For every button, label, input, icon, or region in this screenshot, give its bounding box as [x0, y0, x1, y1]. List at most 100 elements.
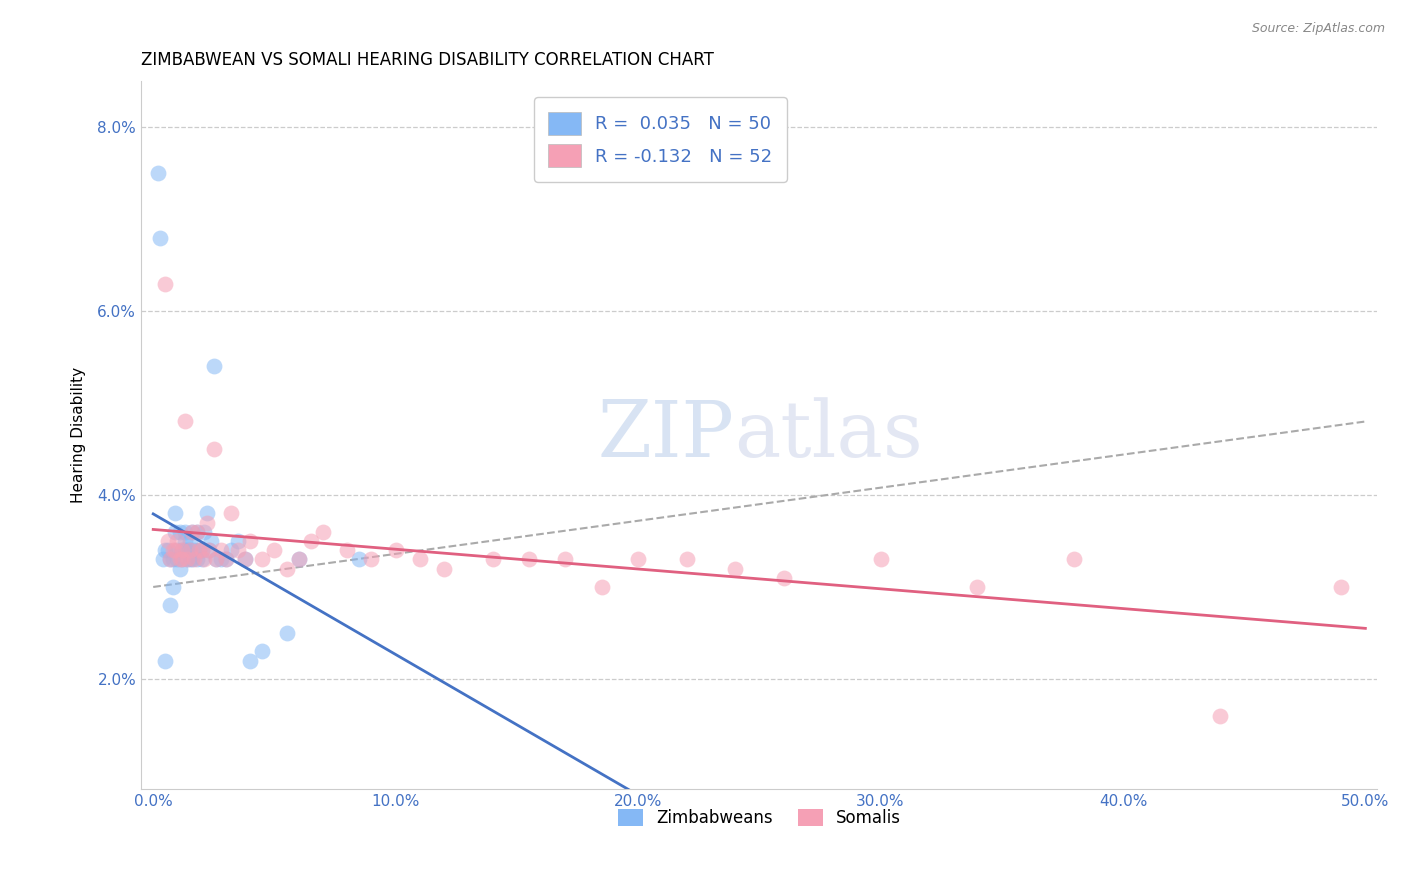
- Point: [772, 571, 794, 585]
- Point: [276, 561, 298, 575]
- Point: [263, 543, 285, 558]
- Point: [219, 507, 242, 521]
- Point: [155, 277, 177, 291]
- Point: [276, 626, 298, 640]
- Point: [252, 552, 274, 566]
- Point: [219, 543, 242, 558]
- Text: atlas: atlas: [734, 397, 924, 473]
- Point: [183, 552, 205, 566]
- Y-axis label: Hearing Disability: Hearing Disability: [72, 368, 86, 503]
- Point: [349, 552, 371, 566]
- Point: [155, 543, 177, 558]
- Point: [1330, 580, 1353, 594]
- Point: [169, 524, 191, 539]
- Point: [202, 442, 225, 456]
- Point: [179, 543, 201, 558]
- Point: [181, 524, 204, 539]
- Point: [205, 552, 228, 566]
- Point: [724, 561, 747, 575]
- Point: [173, 415, 195, 429]
- Point: [186, 524, 208, 539]
- Point: [173, 534, 195, 549]
- Point: [252, 644, 274, 658]
- Point: [155, 653, 177, 667]
- Point: [481, 552, 503, 566]
- Point: [200, 534, 222, 549]
- Point: [195, 516, 218, 530]
- Point: [233, 552, 256, 566]
- Point: [159, 599, 181, 613]
- Point: [186, 524, 208, 539]
- Point: [517, 552, 540, 566]
- Point: [162, 580, 184, 594]
- Text: ZIP: ZIP: [598, 397, 734, 473]
- Point: [176, 552, 198, 566]
- Point: [287, 552, 309, 566]
- Point: [172, 552, 194, 566]
- Point: [166, 543, 188, 558]
- Point: [163, 524, 186, 539]
- Point: [190, 543, 212, 558]
- Point: [159, 552, 181, 566]
- Point: [172, 552, 194, 566]
- Point: [409, 552, 432, 566]
- Point: [181, 552, 204, 566]
- Point: [186, 552, 208, 566]
- Point: [176, 543, 198, 558]
- Point: [205, 552, 228, 566]
- Point: [193, 524, 215, 539]
- Point: [554, 552, 576, 566]
- Point: [198, 543, 221, 558]
- Point: [591, 580, 613, 594]
- Point: [163, 507, 186, 521]
- Point: [162, 543, 184, 558]
- Point: [360, 552, 382, 566]
- Point: [384, 543, 406, 558]
- Point: [179, 552, 201, 566]
- Point: [239, 653, 262, 667]
- Point: [433, 561, 456, 575]
- Point: [299, 534, 322, 549]
- Point: [226, 534, 249, 549]
- Point: [215, 552, 238, 566]
- Point: [1063, 552, 1085, 566]
- Point: [172, 543, 194, 558]
- Point: [966, 580, 988, 594]
- Point: [209, 543, 232, 558]
- Point: [675, 552, 697, 566]
- Point: [156, 534, 179, 549]
- Point: [336, 543, 359, 558]
- Point: [188, 543, 211, 558]
- Point: [233, 552, 256, 566]
- Point: [195, 507, 218, 521]
- Point: [627, 552, 650, 566]
- Point: [239, 534, 262, 549]
- Point: [198, 543, 221, 558]
- Point: [179, 534, 201, 549]
- Point: [193, 552, 215, 566]
- Point: [156, 543, 179, 558]
- Point: [169, 552, 191, 566]
- Point: [190, 543, 212, 558]
- Point: [209, 552, 232, 566]
- Point: [287, 552, 309, 566]
- Point: [312, 524, 335, 539]
- Point: [179, 543, 201, 558]
- Point: [215, 552, 238, 566]
- Point: [226, 543, 249, 558]
- Point: [188, 543, 211, 558]
- Point: [166, 534, 188, 549]
- Point: [152, 552, 174, 566]
- Point: [869, 552, 891, 566]
- Point: [162, 552, 184, 566]
- Point: [163, 543, 186, 558]
- Point: [146, 166, 169, 180]
- Point: [202, 359, 225, 374]
- Point: [1209, 708, 1232, 723]
- Point: [172, 543, 194, 558]
- Text: Source: ZipAtlas.com: Source: ZipAtlas.com: [1251, 22, 1385, 36]
- Point: [149, 230, 172, 244]
- Point: [169, 561, 191, 575]
- Point: [159, 552, 181, 566]
- Point: [173, 524, 195, 539]
